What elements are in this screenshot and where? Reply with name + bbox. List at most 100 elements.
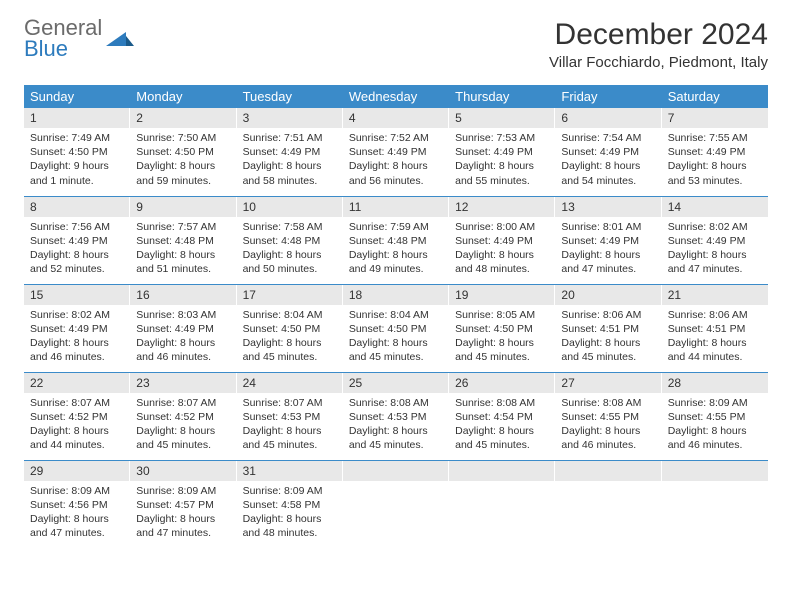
calendar-day-cell: 30Sunrise: 8:09 AMSunset: 4:57 PMDayligh… <box>130 460 236 548</box>
day-number: 3 <box>237 108 343 128</box>
logo-text: General Blue <box>24 18 102 60</box>
weekday-header: Wednesday <box>343 85 449 108</box>
day-body: Sunrise: 7:57 AMSunset: 4:48 PMDaylight:… <box>130 217 236 281</box>
calendar-week-row: 1Sunrise: 7:49 AMSunset: 4:50 PMDaylight… <box>24 108 768 196</box>
weekday-header: Friday <box>555 85 661 108</box>
day-number: 12 <box>449 197 555 217</box>
calendar-day-cell: 26Sunrise: 8:08 AMSunset: 4:54 PMDayligh… <box>449 372 555 460</box>
day-number: 25 <box>343 373 449 393</box>
day-body: Sunrise: 8:02 AMSunset: 4:49 PMDaylight:… <box>24 305 130 369</box>
day-body: Sunrise: 7:56 AMSunset: 4:49 PMDaylight:… <box>24 217 130 281</box>
weekday-header: Sunday <box>24 85 130 108</box>
day-number: 29 <box>24 461 130 481</box>
day-number: 4 <box>343 108 449 128</box>
calendar-day-cell: 18Sunrise: 8:04 AMSunset: 4:50 PMDayligh… <box>343 284 449 372</box>
day-number-empty <box>449 461 555 481</box>
day-number: 27 <box>555 373 661 393</box>
calendar-day-cell: 2Sunrise: 7:50 AMSunset: 4:50 PMDaylight… <box>130 108 236 196</box>
day-number: 15 <box>24 285 130 305</box>
calendar-week-row: 29Sunrise: 8:09 AMSunset: 4:56 PMDayligh… <box>24 460 768 548</box>
calendar-day-cell: 16Sunrise: 8:03 AMSunset: 4:49 PMDayligh… <box>130 284 236 372</box>
calendar-day-cell: 21Sunrise: 8:06 AMSunset: 4:51 PMDayligh… <box>662 284 768 372</box>
day-body: Sunrise: 8:09 AMSunset: 4:55 PMDaylight:… <box>662 393 768 457</box>
day-body: Sunrise: 7:51 AMSunset: 4:49 PMDaylight:… <box>237 128 343 192</box>
calendar-day-cell: 23Sunrise: 8:07 AMSunset: 4:52 PMDayligh… <box>130 372 236 460</box>
calendar-day-cell: 4Sunrise: 7:52 AMSunset: 4:49 PMDaylight… <box>343 108 449 196</box>
header: General Blue December 2024 Villar Focchi… <box>24 18 768 71</box>
day-body: Sunrise: 7:54 AMSunset: 4:49 PMDaylight:… <box>555 128 661 192</box>
day-number: 31 <box>237 461 343 481</box>
day-body: Sunrise: 8:07 AMSunset: 4:53 PMDaylight:… <box>237 393 343 457</box>
calendar-day-cell: 9Sunrise: 7:57 AMSunset: 4:48 PMDaylight… <box>130 196 236 284</box>
calendar-day-cell: 31Sunrise: 8:09 AMSunset: 4:58 PMDayligh… <box>237 460 343 548</box>
day-number: 30 <box>130 461 236 481</box>
day-body: Sunrise: 8:01 AMSunset: 4:49 PMDaylight:… <box>555 217 661 281</box>
day-body: Sunrise: 8:03 AMSunset: 4:49 PMDaylight:… <box>130 305 236 369</box>
calendar-day-cell: 8Sunrise: 7:56 AMSunset: 4:49 PMDaylight… <box>24 196 130 284</box>
calendar-day-cell: 27Sunrise: 8:08 AMSunset: 4:55 PMDayligh… <box>555 372 661 460</box>
day-number: 5 <box>449 108 555 128</box>
day-number-empty <box>343 461 449 481</box>
day-number: 23 <box>130 373 236 393</box>
day-number: 20 <box>555 285 661 305</box>
calendar-day-cell: 28Sunrise: 8:09 AMSunset: 4:55 PMDayligh… <box>662 372 768 460</box>
day-number: 8 <box>24 197 130 217</box>
day-number: 18 <box>343 285 449 305</box>
day-number: 6 <box>555 108 661 128</box>
calendar-day-cell: 25Sunrise: 8:08 AMSunset: 4:53 PMDayligh… <box>343 372 449 460</box>
day-body-empty <box>555 481 661 541</box>
day-number-empty <box>662 461 768 481</box>
day-body: Sunrise: 8:02 AMSunset: 4:49 PMDaylight:… <box>662 217 768 281</box>
calendar-day-cell: 1Sunrise: 7:49 AMSunset: 4:50 PMDaylight… <box>24 108 130 196</box>
weekday-header: Saturday <box>662 85 768 108</box>
logo-line2: Blue <box>24 36 68 61</box>
day-body: Sunrise: 7:49 AMSunset: 4:50 PMDaylight:… <box>24 128 130 192</box>
day-body: Sunrise: 8:05 AMSunset: 4:50 PMDaylight:… <box>449 305 555 369</box>
day-body: Sunrise: 8:07 AMSunset: 4:52 PMDaylight:… <box>24 393 130 457</box>
day-body: Sunrise: 8:08 AMSunset: 4:53 PMDaylight:… <box>343 393 449 457</box>
day-number: 2 <box>130 108 236 128</box>
calendar-day-cell: 7Sunrise: 7:55 AMSunset: 4:49 PMDaylight… <box>662 108 768 196</box>
day-body-empty <box>662 481 768 541</box>
calendar-day-cell: 17Sunrise: 8:04 AMSunset: 4:50 PMDayligh… <box>237 284 343 372</box>
day-body: Sunrise: 8:09 AMSunset: 4:56 PMDaylight:… <box>24 481 130 545</box>
day-body: Sunrise: 7:55 AMSunset: 4:49 PMDaylight:… <box>662 128 768 192</box>
calendar-day-cell: 24Sunrise: 8:07 AMSunset: 4:53 PMDayligh… <box>237 372 343 460</box>
title-block: December 2024 Villar Focchiardo, Piedmon… <box>549 18 768 71</box>
weekday-header: Thursday <box>449 85 555 108</box>
weekday-header: Tuesday <box>237 85 343 108</box>
month-title: December 2024 <box>549 18 768 52</box>
day-number: 9 <box>130 197 236 217</box>
calendar-day-cell: 22Sunrise: 8:07 AMSunset: 4:52 PMDayligh… <box>24 372 130 460</box>
day-body: Sunrise: 7:52 AMSunset: 4:49 PMDaylight:… <box>343 128 449 192</box>
logo: General Blue <box>24 18 134 60</box>
calendar-day-cell: 12Sunrise: 8:00 AMSunset: 4:49 PMDayligh… <box>449 196 555 284</box>
day-body: Sunrise: 8:08 AMSunset: 4:55 PMDaylight:… <box>555 393 661 457</box>
day-body-empty <box>343 481 449 541</box>
calendar-day-cell <box>449 460 555 548</box>
day-number: 16 <box>130 285 236 305</box>
day-body: Sunrise: 8:00 AMSunset: 4:49 PMDaylight:… <box>449 217 555 281</box>
day-body: Sunrise: 8:06 AMSunset: 4:51 PMDaylight:… <box>555 305 661 369</box>
day-body: Sunrise: 8:09 AMSunset: 4:57 PMDaylight:… <box>130 481 236 545</box>
logo-triangle-icon <box>106 28 134 50</box>
day-number: 1 <box>24 108 130 128</box>
day-number: 10 <box>237 197 343 217</box>
calendar-day-cell <box>662 460 768 548</box>
calendar-day-cell <box>343 460 449 548</box>
calendar-day-cell: 5Sunrise: 7:53 AMSunset: 4:49 PMDaylight… <box>449 108 555 196</box>
day-body-empty <box>449 481 555 541</box>
day-body: Sunrise: 7:59 AMSunset: 4:48 PMDaylight:… <box>343 217 449 281</box>
calendar-day-cell: 20Sunrise: 8:06 AMSunset: 4:51 PMDayligh… <box>555 284 661 372</box>
day-body: Sunrise: 7:58 AMSunset: 4:48 PMDaylight:… <box>237 217 343 281</box>
location: Villar Focchiardo, Piedmont, Italy <box>549 54 768 71</box>
day-body: Sunrise: 8:06 AMSunset: 4:51 PMDaylight:… <box>662 305 768 369</box>
day-number: 7 <box>662 108 768 128</box>
day-body: Sunrise: 7:50 AMSunset: 4:50 PMDaylight:… <box>130 128 236 192</box>
day-number: 13 <box>555 197 661 217</box>
day-body: Sunrise: 7:53 AMSunset: 4:49 PMDaylight:… <box>449 128 555 192</box>
day-number: 21 <box>662 285 768 305</box>
calendar-day-cell: 6Sunrise: 7:54 AMSunset: 4:49 PMDaylight… <box>555 108 661 196</box>
weekday-header: Monday <box>130 85 236 108</box>
day-body: Sunrise: 8:08 AMSunset: 4:54 PMDaylight:… <box>449 393 555 457</box>
